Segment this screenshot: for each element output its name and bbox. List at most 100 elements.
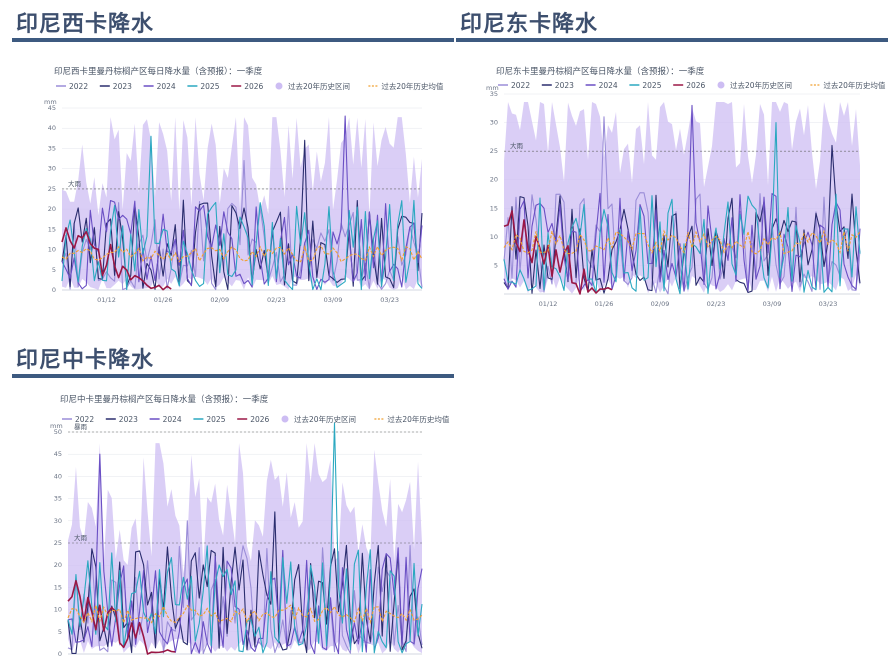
y-tick-label: 15 (490, 204, 498, 212)
y-tick-label: 0 (52, 286, 56, 294)
section-divider (12, 38, 454, 42)
y-tick-label: 20 (54, 561, 62, 569)
legend-label: 2025 (200, 82, 219, 91)
legend-label: 2024 (163, 415, 182, 424)
legend-label: 过去20年历史均值 (823, 80, 886, 90)
y-tick-label: 25 (48, 185, 56, 193)
legend-item: 2025 (193, 415, 226, 424)
legend-swatch (275, 82, 283, 90)
y-tick-label: 25 (490, 147, 498, 155)
legend-label: 2024 (599, 81, 618, 90)
chart-legend: 2022 2023 2024 2025 2026 过去20年历史区间 过去20年历史均值 (56, 81, 444, 91)
reference-line-label: 大雨 (510, 141, 524, 150)
chart-legend: 2022 2023 2024 2025 2026 过去20年历史区间 过去20年历史均值 (498, 80, 886, 90)
legend-item: 2026 (231, 82, 264, 91)
y-tick-label: 30 (54, 517, 62, 525)
y-tick-label: 45 (48, 104, 56, 112)
chart-title: 印尼西卡里曼丹棕榈产区每日降水量（含预报）：一季度 (54, 66, 263, 77)
x-tick-label: 03/09 (324, 296, 343, 304)
x-tick-label: 03/23 (819, 300, 838, 308)
y-tick-label: 0 (58, 650, 62, 658)
legend-label: 过去20年历史均值 (381, 81, 444, 91)
section-title-west: 印尼西卡降水 (16, 12, 155, 37)
series-line-historical-mean (503, 229, 861, 255)
y-tick-label: 30 (48, 165, 56, 173)
x-tick-label: 02/23 (267, 296, 286, 304)
legend-item: 过去20年历史区间 (275, 81, 350, 91)
series-line-2025 (503, 122, 861, 295)
y-tick-label: 35 (54, 495, 62, 503)
legend-label: 2023 (555, 81, 574, 90)
x-tick-label: 02/09 (210, 296, 229, 304)
legend-item: 2023 (541, 81, 574, 90)
y-axis-unit: mm (44, 98, 57, 106)
legend-item: 2026 (237, 415, 270, 424)
x-tick-label: 01/12 (97, 296, 116, 304)
section-east-kalimantan: 印尼东卡降水 印尼东卡里曼丹棕榈产区每日降水量（含预报）：一季度 2022 2023… (456, 6, 888, 308)
y-tick-label: 5 (58, 628, 62, 636)
chart-title: 印尼中卡里曼丹棕榈产区每日降水量（含预报）：一季度 (60, 394, 269, 405)
legend-item: 2023 (99, 82, 132, 91)
legend-label: 过去20年历史区间 (294, 414, 356, 424)
section-divider (456, 38, 888, 42)
y-tick-label: 15 (48, 225, 56, 233)
section-title-east: 印尼东卡降水 (460, 12, 599, 37)
legend-item: 过去20年历史均值 (810, 80, 886, 90)
legend-item: 2025 (187, 82, 220, 91)
section-divider (12, 374, 454, 378)
series-band-historical-range (68, 443, 422, 654)
y-tick-label: 40 (54, 472, 62, 480)
series-line-2025 (67, 422, 423, 654)
x-tick-label: 03/09 (763, 300, 782, 308)
legend-label: 2026 (686, 81, 705, 90)
y-tick-label: 30 (490, 119, 498, 127)
series-line-2026 (67, 579, 176, 655)
legend-item: 2022 (62, 415, 94, 424)
x-tick-label: 02/23 (707, 300, 726, 308)
y-tick-label: 20 (48, 205, 56, 213)
legend-label: 2024 (157, 82, 176, 91)
section-west-kalimantan: 印尼西卡降水 印尼西卡里曼丹棕榈产区每日降水量（含预报）：一季度 2022 2023… (12, 6, 454, 306)
chart-title: 印尼东卡里曼丹棕榈产区每日降水量（含预报）：一季度 (496, 66, 705, 77)
legend-item: 2025 (629, 81, 662, 90)
reference-line-label: 大雨 (74, 533, 88, 542)
legend-item: 2024 (149, 415, 182, 424)
legend-item: 2024 (585, 81, 618, 90)
legend-item: 2022 (498, 81, 530, 90)
series-line-historical-mean (61, 244, 423, 263)
series-line-2022 (503, 116, 861, 295)
series-line-2025 (61, 135, 423, 291)
y-tick-label: 35 (48, 144, 56, 152)
x-tick-label: 01/26 (595, 300, 614, 308)
y-tick-label: 10 (490, 233, 498, 241)
legend-label: 过去20年历史区间 (730, 80, 792, 90)
y-axis-unit: mm (486, 84, 499, 92)
y-tick-label: 5 (494, 261, 498, 269)
y-tick-label: 15 (54, 583, 62, 591)
legend-label: 2026 (244, 82, 263, 91)
legend-item: 2026 (673, 81, 706, 90)
legend-item: 过去20年历史区间 (717, 80, 792, 90)
legend-label: 2025 (206, 415, 225, 424)
y-tick-label: 35 (490, 90, 498, 98)
legend-label: 2025 (642, 81, 661, 90)
legend-item: 过去20年历史均值 (368, 81, 444, 91)
series-line-historical-mean (67, 604, 423, 625)
x-tick-label: 03/23 (380, 296, 399, 304)
legend-item: 过去20年历史均值 (374, 414, 450, 424)
y-tick-label: 5 (52, 266, 56, 274)
section-central-kalimantan: 印尼中卡降水 印尼中卡里曼丹棕榈产区每日降水量（含预报）：一季度 2022 2023… (12, 342, 454, 658)
legend-item: 2023 (105, 415, 138, 424)
legend-item: 2024 (143, 82, 176, 91)
y-tick-label: 20 (490, 176, 498, 184)
chart-legend: 2022 2023 2024 2025 2026 过去20年历史区间 过去20年历史均值 (62, 414, 450, 424)
y-tick-label: 25 (54, 539, 62, 547)
legend-swatch (281, 415, 289, 423)
legend-label: 2026 (250, 415, 269, 424)
legend-label: 2023 (113, 82, 132, 91)
series-line-2024 (61, 115, 423, 290)
y-tick-label: 40 (48, 124, 56, 132)
